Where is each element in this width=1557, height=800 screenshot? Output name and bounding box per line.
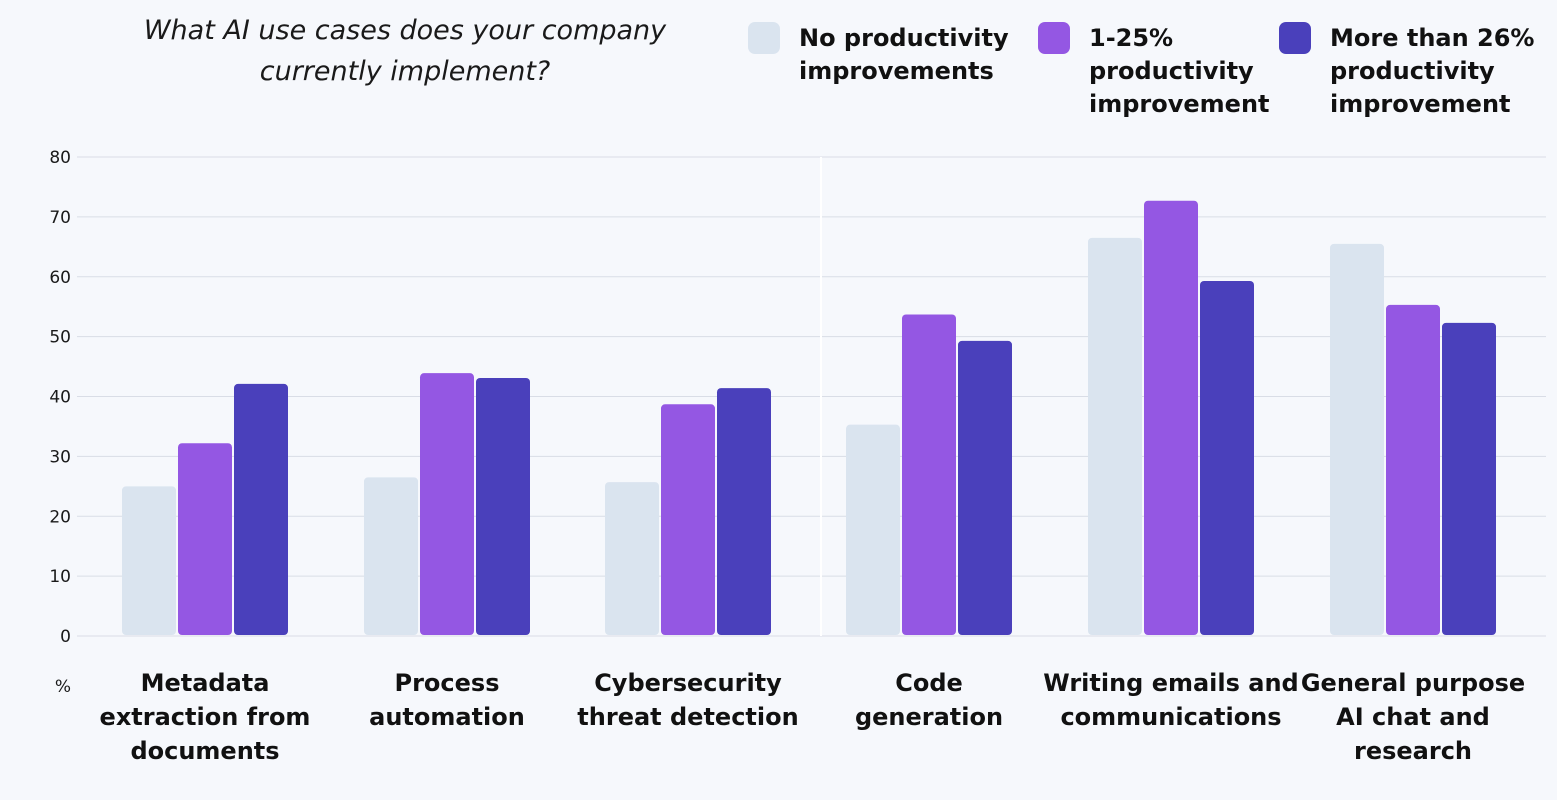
- y-tick-label: 40: [49, 388, 71, 408]
- legend-swatch: [748, 22, 780, 54]
- bar: [958, 340, 1012, 635]
- bar: [1144, 200, 1198, 636]
- bar: [234, 383, 288, 635]
- legend-label: More than 26% productivity improvement: [1330, 24, 1535, 118]
- x-category-label: General purpose AI chat and research: [1301, 669, 1525, 765]
- bar: [717, 388, 771, 635]
- y-axis-label: %: [55, 677, 71, 697]
- legend-swatch: [1038, 22, 1070, 54]
- y-tick-label: 30: [49, 447, 71, 467]
- bar: [902, 314, 956, 635]
- y-tick-label: 60: [49, 268, 71, 288]
- legend-label: No productivity improvements: [799, 24, 1009, 85]
- legend-swatch: [1279, 22, 1311, 54]
- bar: [1088, 237, 1142, 636]
- y-tick-label: 20: [49, 507, 71, 527]
- legend-item-1-25-percent: 1-25% productivity improvement: [1038, 22, 1270, 121]
- y-tick-label: 10: [49, 567, 71, 587]
- legend-item-more-than-26-percent: More than 26% productivity improvement: [1279, 22, 1534, 121]
- bar: [1330, 243, 1384, 635]
- legend-item-no-improvement: No productivity improvements: [748, 22, 1009, 88]
- bar: [178, 443, 232, 635]
- y-tick-label: 50: [49, 328, 71, 348]
- bar: [364, 477, 418, 635]
- bar: [661, 404, 715, 635]
- legend-label: 1-25% productivity improvement: [1089, 24, 1270, 118]
- bar: [1386, 304, 1440, 635]
- bar: [846, 424, 900, 635]
- x-category-label: Process automation: [369, 669, 525, 731]
- x-category-label: Writing emails and communications: [1043, 669, 1298, 731]
- bar: [476, 377, 530, 635]
- y-tick-label: 0: [60, 627, 71, 647]
- y-tick-label: 70: [49, 208, 71, 228]
- bar: [605, 482, 659, 635]
- chart-title: What AI use cases does your company curr…: [143, 15, 667, 87]
- bar: [1442, 322, 1496, 635]
- bar: [1200, 280, 1254, 635]
- x-category-label: Metadata extraction from documents: [100, 669, 311, 765]
- x-category-label: Code generation: [855, 669, 1003, 731]
- x-category-label: Cybersecurity threat detection: [577, 669, 798, 731]
- bar: [122, 486, 176, 635]
- y-tick-label: 80: [49, 148, 71, 168]
- bar: [420, 373, 474, 635]
